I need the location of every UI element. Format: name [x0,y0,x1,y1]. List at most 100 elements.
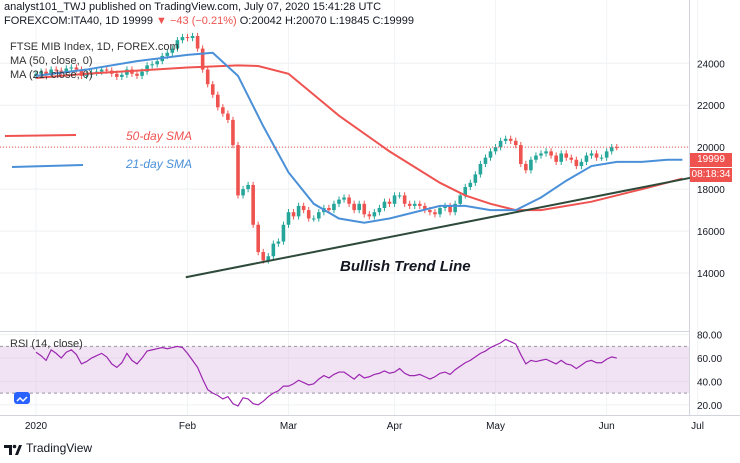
annotation-bullish-trend-line: Bullish Trend Line [340,258,471,275]
candle-body [332,203,336,211]
candle-body [271,243,276,257]
candles [34,32,619,264]
rsi-tick-label: 60.00 [697,354,722,365]
last-price-badge: 19999 [690,153,732,167]
rsi-tick-label: 20.00 [697,401,722,412]
bullish-trend-line [185,173,708,279]
candle-body [423,205,427,211]
candle-body [544,151,548,154]
candle-body [135,73,139,76]
candle-body [478,163,483,175]
candle-body [180,37,185,41]
candle-body [54,69,58,71]
candle-body [549,151,553,156]
candle-body [115,73,119,77]
publish-info: analyst101_TWJ published on TradingView.… [4,1,382,13]
time-tick-label: May [486,421,505,432]
time-tick-label: Jul [691,421,704,432]
candle-body [306,210,311,219]
candle-body [609,147,614,152]
candle-body [190,35,195,39]
candle-body [261,252,266,261]
rsi-axis: 20.00 40.00 60.00 80.00 [697,331,722,412]
candle-body [519,145,523,164]
candle-body [412,203,417,206]
symbol-label[interactable]: FOREXCOM:ITA40, 1D [4,15,120,27]
candle-body [387,201,392,204]
candle-body [84,74,89,76]
pane-separator [0,331,689,332]
ma21-line [35,51,683,224]
candle-body [291,212,296,217]
candle-body [281,224,286,242]
candle-body [342,197,346,200]
candle-body [205,69,210,85]
price-axis: 14000 16000 18000 20000 22000 24000 [697,59,725,280]
candle-body [463,187,468,196]
candle-body [104,69,109,71]
chart-title-legend[interactable]: FTSE MIB Index, 1D, FOREX.com [10,41,179,53]
candle-body [468,182,473,188]
legend-ma21-sample [11,164,84,168]
moving-averages [35,51,683,224]
candle-body [175,40,180,49]
time-tick-label: Jun [599,421,615,432]
candle-body [397,195,402,197]
candle-body [170,48,175,53]
candle-body [569,157,574,160]
candle-body [594,153,599,158]
candle-body [407,203,412,206]
candle-body [317,212,321,219]
time-axis-border [0,415,740,416]
candle-body [251,184,255,225]
candle-body [49,69,53,75]
rsi-tick-label: 40.00 [697,377,722,388]
candle-body [352,203,356,211]
candle-body [185,37,190,39]
candle-body [286,212,291,225]
candle-body [236,145,240,196]
price-tick-label: 16000 [697,227,725,238]
rsi-legend[interactable]: RSI (14, close) [10,338,83,350]
ohlc-values: O:20042 H:20070 L:19845 C:19999 [239,15,415,27]
candle-body [524,163,528,171]
candle-body [372,212,377,217]
candle-body [418,203,422,206]
candle-body [347,197,351,204]
candle-body [150,64,154,66]
candle-body [276,241,281,244]
time-tick-label: 2020 [25,421,48,432]
candle-body [564,153,569,158]
candle-body [69,67,74,69]
candle-body [458,195,462,204]
tradingview-logo[interactable]: TradingView [4,441,92,455]
candle-body [99,69,104,72]
legend-ma50-sample [4,134,77,137]
candle-body [145,65,149,72]
legend-ma50[interactable]: MA (50, close, 0) [10,55,93,67]
candle-body [508,138,513,141]
candle-body [231,119,235,146]
candle-body [503,138,508,141]
candle-body [362,203,367,215]
candle-body [534,155,538,160]
price-axis-border [689,0,690,416]
change-value: ▼ −43 (−0.21%) [156,15,237,27]
legend-ma21[interactable]: MA (21, close, 0) [10,69,93,81]
candle-body [453,203,457,213]
wave-icon [16,396,28,403]
price-tick-label: 20000 [697,143,725,154]
price-tick-label: 24000 [697,59,725,70]
candle-body [473,174,478,183]
last-price: 19999 [122,15,153,27]
candle-body [64,68,69,73]
countdown-badge: 08:18:34 [690,168,732,182]
collapse-pane-icon[interactable] [14,392,30,404]
trend-line-group [0,146,708,279]
symbol-ohlc-line: FOREXCOM:ITA40, 1D 19999 ▼ −43 (−0.21%) … [4,15,414,27]
candle-body [614,147,619,149]
rsi-pane-grid [0,334,689,406]
candle-body [377,207,382,213]
rsi-line [35,338,617,407]
